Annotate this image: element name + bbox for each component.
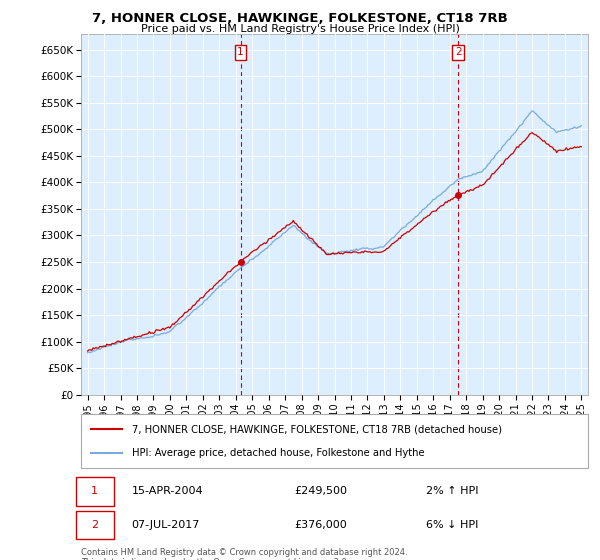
Text: 2: 2 [455,47,461,57]
Text: 07-JUL-2017: 07-JUL-2017 [132,520,200,530]
Text: 1: 1 [91,487,98,496]
Text: 1: 1 [237,47,244,57]
Text: HPI: Average price, detached house, Folkestone and Hythe: HPI: Average price, detached house, Folk… [132,447,424,458]
Text: 7, HONNER CLOSE, HAWKINGE, FOLKESTONE, CT18 7RB: 7, HONNER CLOSE, HAWKINGE, FOLKESTONE, C… [92,12,508,25]
FancyBboxPatch shape [76,511,114,539]
Text: 7, HONNER CLOSE, HAWKINGE, FOLKESTONE, CT18 7RB (detached house): 7, HONNER CLOSE, HAWKINGE, FOLKESTONE, C… [132,424,502,435]
Text: 2: 2 [91,520,98,530]
Text: Price paid vs. HM Land Registry's House Price Index (HPI): Price paid vs. HM Land Registry's House … [140,24,460,34]
Text: 2% ↑ HPI: 2% ↑ HPI [426,487,478,496]
Text: 6% ↓ HPI: 6% ↓ HPI [426,520,478,530]
Text: 15-APR-2004: 15-APR-2004 [132,487,203,496]
FancyBboxPatch shape [76,477,114,506]
FancyBboxPatch shape [81,414,588,468]
Text: £376,000: £376,000 [294,520,347,530]
Text: Contains HM Land Registry data © Crown copyright and database right 2024.
This d: Contains HM Land Registry data © Crown c… [81,548,407,560]
Text: £249,500: £249,500 [294,487,347,496]
